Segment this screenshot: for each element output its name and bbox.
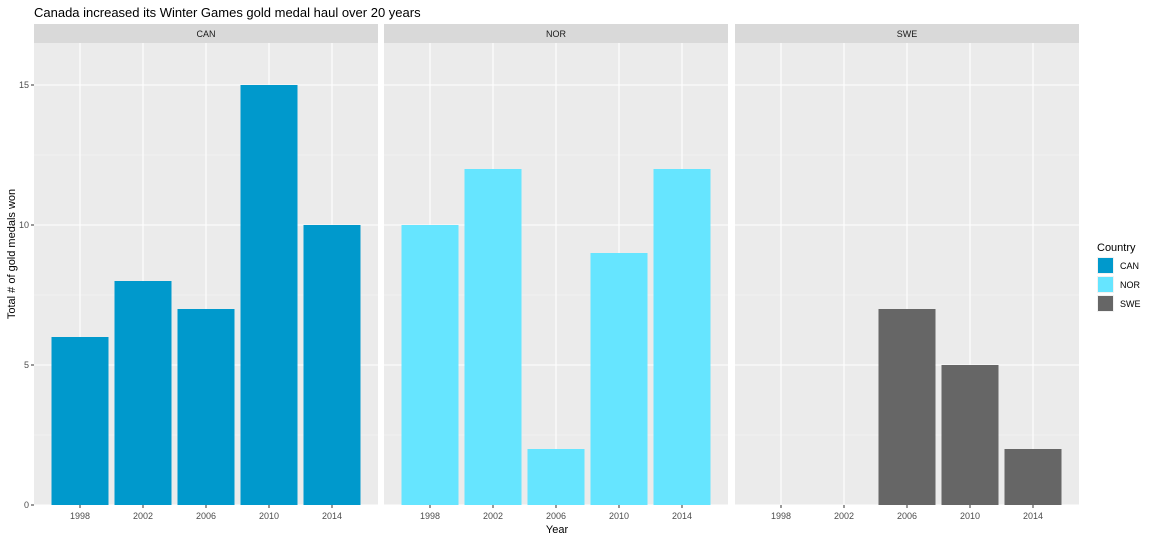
x-tick-label: 2006 bbox=[196, 511, 216, 521]
x-tick-label: 2010 bbox=[609, 511, 629, 521]
bar-nor-2006 bbox=[527, 449, 585, 505]
y-tick-label: 0 bbox=[24, 500, 29, 510]
legend: Country CAN NOR SWE bbox=[1097, 242, 1141, 312]
bar-nor-2010 bbox=[590, 253, 648, 505]
x-tick-label: 2006 bbox=[897, 511, 917, 521]
bar-can-2006 bbox=[177, 309, 235, 505]
bar-nor-2002 bbox=[464, 169, 522, 505]
y-axis: 0 5 10 15 bbox=[19, 80, 34, 510]
bar-can-2002 bbox=[114, 281, 172, 505]
panel-swe: SWE 1998 2002 2006 2010 2014 bbox=[735, 24, 1079, 521]
y-tick-label: 5 bbox=[24, 360, 29, 370]
legend-title: Country bbox=[1097, 242, 1136, 254]
facet-strip bbox=[34, 24, 378, 43]
bar-swe-2010 bbox=[941, 365, 999, 505]
bar-swe-2006 bbox=[878, 309, 936, 505]
chart-title: Canada increased its Winter Games gold m… bbox=[34, 5, 421, 20]
facet-panels: CAN 1998 2002 2006 2010 2014 NOR 1998 2002 2006 20… bbox=[34, 24, 1079, 521]
bar-swe-2014 bbox=[1004, 449, 1062, 505]
y-tick-label: 10 bbox=[19, 220, 29, 230]
x-tick-label: 2006 bbox=[546, 511, 566, 521]
bar-nor-1998 bbox=[401, 225, 459, 505]
y-tick-label: 15 bbox=[19, 80, 29, 90]
facet-strip-label: CAN bbox=[196, 29, 215, 39]
bar-can-2010 bbox=[240, 85, 298, 505]
x-tick-label: 1998 bbox=[771, 511, 791, 521]
bar-can-2014 bbox=[303, 225, 361, 505]
legend-label: NOR bbox=[1120, 280, 1141, 290]
legend-key-swe bbox=[1098, 296, 1113, 311]
panel-can: CAN 1998 2002 2006 2010 2014 bbox=[34, 24, 378, 521]
x-tick-label: 2010 bbox=[960, 511, 980, 521]
bar-can-1998 bbox=[51, 337, 109, 505]
facet-strip bbox=[735, 24, 1079, 43]
y-axis-title: Total # of gold medals won bbox=[6, 189, 18, 319]
legend-key-nor bbox=[1098, 277, 1113, 292]
x-tick-label: 2014 bbox=[322, 511, 342, 521]
x-tick-label: 2014 bbox=[1023, 511, 1043, 521]
legend-label: SWE bbox=[1120, 299, 1141, 309]
x-tick-label: 2002 bbox=[483, 511, 503, 521]
x-tick-label: 1998 bbox=[70, 511, 90, 521]
panel-nor: NOR 1998 2002 2006 2010 2014 bbox=[384, 24, 728, 521]
x-tick-label: 2010 bbox=[259, 511, 279, 521]
legend-key-can bbox=[1098, 258, 1113, 273]
x-tick-label: 2014 bbox=[672, 511, 692, 521]
facet-strip-label: SWE bbox=[897, 29, 918, 39]
x-tick-label: 2002 bbox=[834, 511, 854, 521]
x-tick-label: 1998 bbox=[420, 511, 440, 521]
x-axis-title: Year bbox=[546, 524, 569, 536]
facet-strip-label: NOR bbox=[546, 29, 567, 39]
x-tick-label: 2002 bbox=[133, 511, 153, 521]
facet-strip bbox=[384, 24, 728, 43]
legend-label: CAN bbox=[1120, 261, 1139, 271]
bar-nor-2014 bbox=[653, 169, 711, 505]
